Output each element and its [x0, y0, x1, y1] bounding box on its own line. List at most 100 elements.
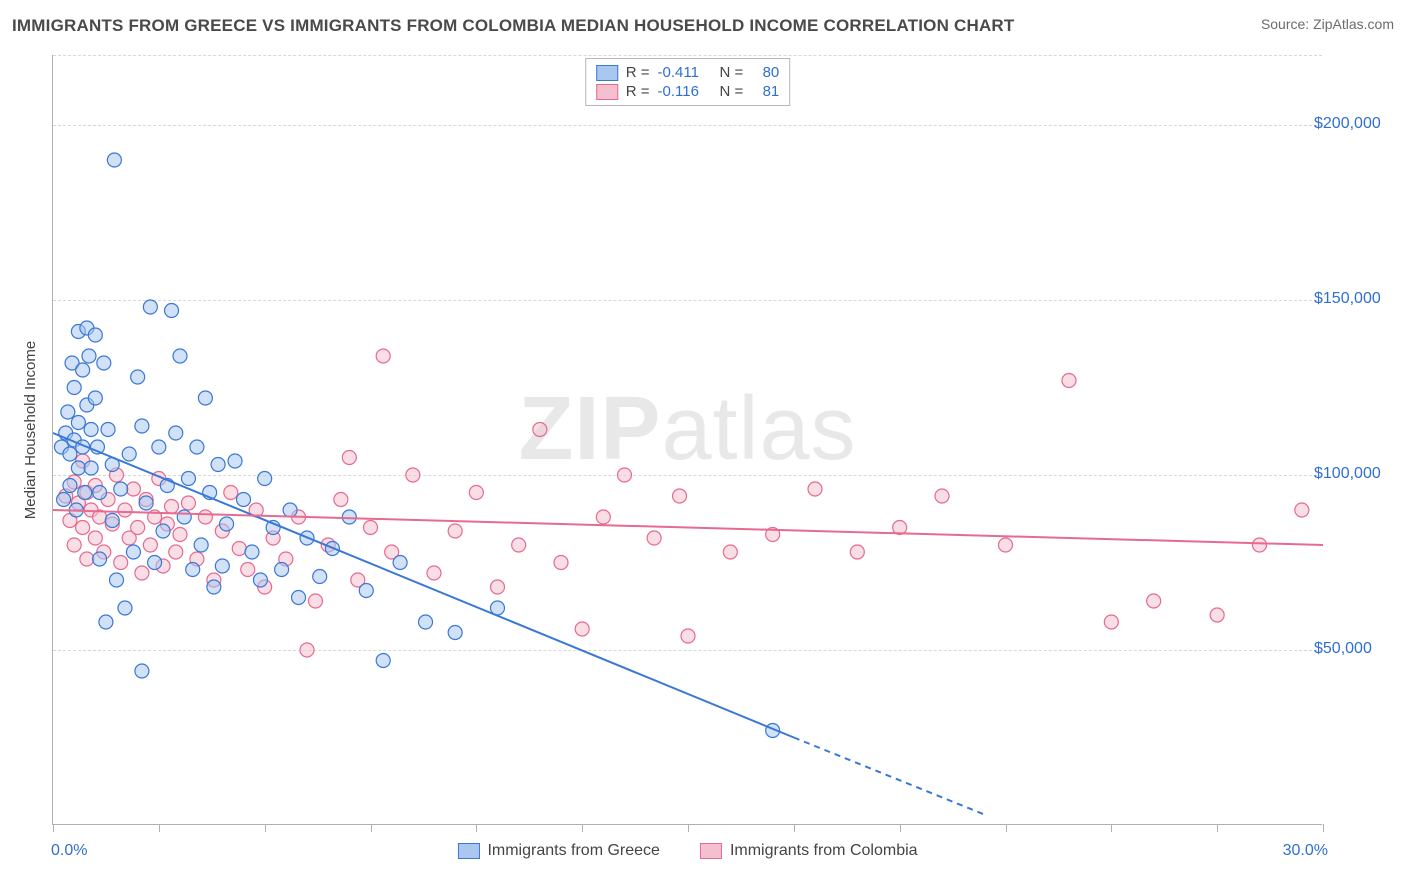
data-point	[63, 447, 77, 461]
data-point	[93, 552, 107, 566]
data-point	[258, 472, 272, 486]
data-point	[99, 615, 113, 629]
data-point	[1147, 594, 1161, 608]
data-point	[131, 521, 145, 535]
x-tick	[582, 824, 583, 832]
data-point	[76, 363, 90, 377]
data-point	[207, 580, 221, 594]
data-point	[131, 370, 145, 384]
x-axis-max-label: 30.0%	[1283, 842, 1328, 860]
data-point	[88, 391, 102, 405]
data-point	[194, 538, 208, 552]
r-label: R =	[626, 83, 650, 100]
x-tick	[1323, 824, 1324, 832]
trend-line	[53, 433, 794, 738]
data-point	[198, 510, 212, 524]
x-tick	[1006, 824, 1007, 832]
x-tick	[900, 824, 901, 832]
data-point	[177, 510, 191, 524]
data-point	[135, 664, 149, 678]
data-point	[169, 545, 183, 559]
data-point	[122, 447, 136, 461]
data-point	[850, 545, 864, 559]
data-point	[808, 482, 822, 496]
legend-label-colombia: Immigrants from Colombia	[730, 842, 918, 860]
data-point	[211, 458, 225, 472]
data-point	[364, 521, 378, 535]
correlation-legend: R = -0.411 N = 80 R = -0.116 N = 81	[585, 58, 791, 106]
data-point	[448, 626, 462, 640]
y-axis-label: Median Household Income	[22, 341, 39, 519]
data-point	[67, 538, 81, 552]
data-point	[126, 482, 140, 496]
correlation-row-greece: R = -0.411 N = 80	[596, 63, 780, 82]
data-point	[84, 461, 98, 475]
data-point	[359, 584, 373, 598]
data-point	[148, 556, 162, 570]
swatch-greece	[596, 65, 618, 81]
source-label: Source: ZipAtlas.com	[1261, 16, 1394, 32]
x-tick	[371, 824, 372, 832]
data-point	[376, 654, 390, 668]
data-point	[118, 503, 132, 517]
data-point	[308, 594, 322, 608]
x-axis-min-label: 0.0%	[51, 842, 87, 860]
data-point	[101, 423, 115, 437]
data-point	[647, 531, 661, 545]
data-point	[181, 472, 195, 486]
y-tick-label: $50,000	[1314, 640, 1372, 658]
data-point	[88, 531, 102, 545]
data-point	[448, 524, 462, 538]
swatch-greece	[457, 843, 479, 859]
data-point	[1062, 374, 1076, 388]
data-point	[186, 563, 200, 577]
data-point	[126, 545, 140, 559]
data-point	[935, 489, 949, 503]
data-point	[224, 486, 238, 500]
x-tick	[265, 824, 266, 832]
series-legend: Immigrants from Greece Immigrants from C…	[457, 842, 917, 860]
data-point	[596, 510, 610, 524]
data-point	[1253, 538, 1267, 552]
data-point	[469, 486, 483, 500]
x-tick	[794, 824, 795, 832]
data-point	[1210, 608, 1224, 622]
data-point	[165, 500, 179, 514]
x-tick	[476, 824, 477, 832]
data-point	[342, 451, 356, 465]
data-point	[181, 496, 195, 510]
data-point	[71, 416, 85, 430]
data-point	[114, 556, 128, 570]
data-point	[334, 493, 348, 507]
data-point	[681, 629, 695, 643]
data-point	[1295, 503, 1309, 517]
n-value-greece: 80	[751, 64, 779, 81]
data-point	[220, 517, 234, 531]
x-tick	[1111, 824, 1112, 832]
data-point	[512, 538, 526, 552]
data-point	[393, 556, 407, 570]
r-label: R =	[626, 64, 650, 81]
data-point	[618, 468, 632, 482]
data-point	[237, 493, 251, 507]
data-point	[554, 556, 568, 570]
data-point	[245, 545, 259, 559]
data-point	[135, 566, 149, 580]
legend-item-colombia: Immigrants from Colombia	[700, 842, 918, 860]
swatch-colombia	[700, 843, 722, 859]
data-point	[575, 622, 589, 636]
data-point	[313, 570, 327, 584]
chart-title: IMMIGRANTS FROM GREECE VS IMMIGRANTS FRO…	[12, 16, 1014, 36]
data-point	[491, 580, 505, 594]
legend-item-greece: Immigrants from Greece	[457, 842, 659, 860]
data-point	[63, 479, 77, 493]
data-point	[84, 423, 98, 437]
data-point	[342, 510, 356, 524]
data-point	[215, 559, 229, 573]
legend-label-greece: Immigrants from Greece	[487, 842, 659, 860]
trend-line	[53, 510, 1323, 545]
data-point	[376, 349, 390, 363]
data-point	[80, 552, 94, 566]
data-point	[198, 391, 212, 405]
data-point	[105, 514, 119, 528]
